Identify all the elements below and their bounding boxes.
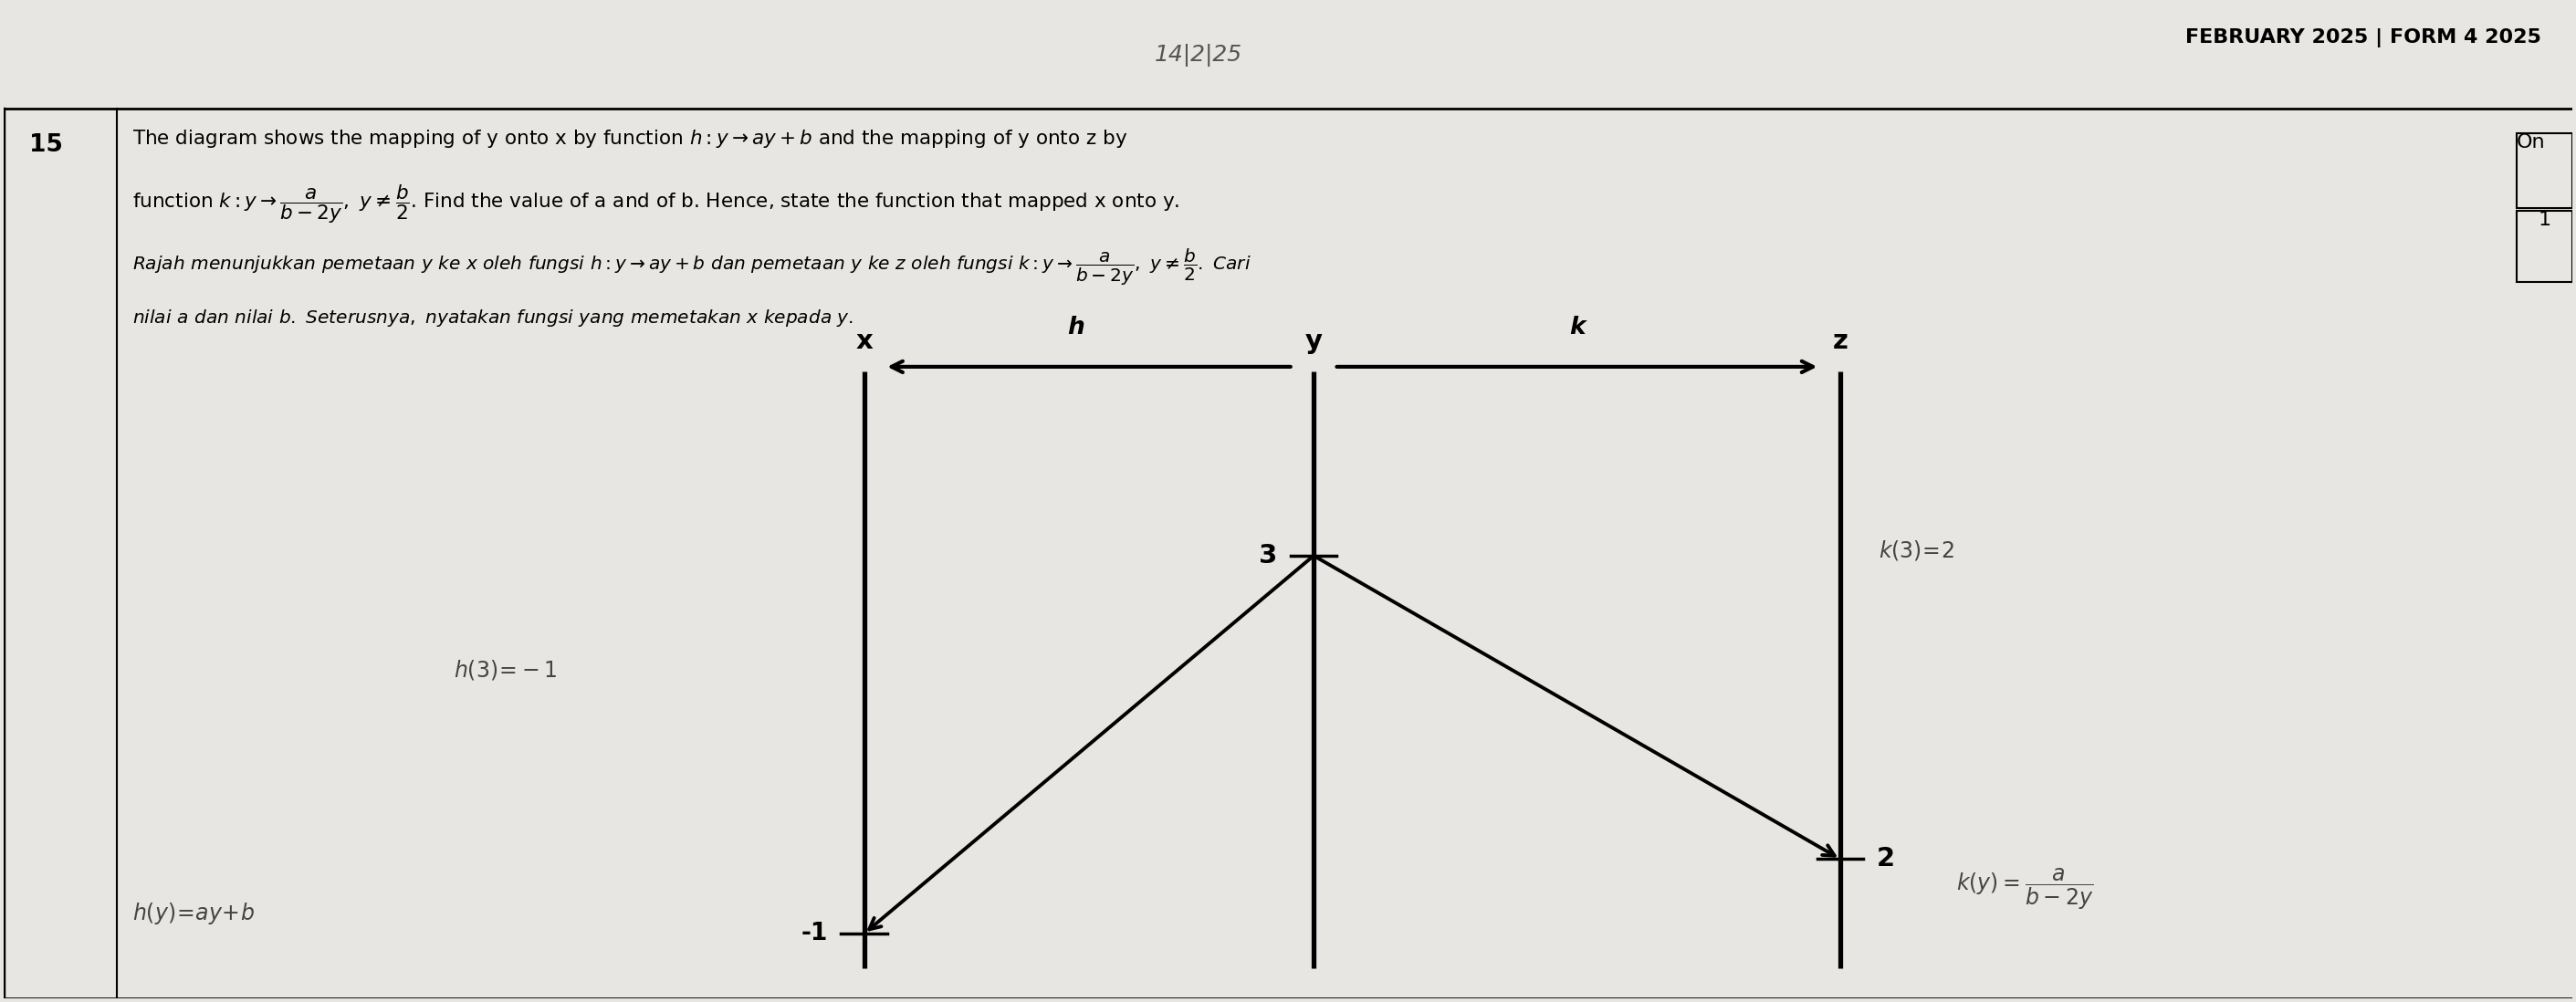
Text: h: h bbox=[1066, 317, 1084, 340]
Text: z: z bbox=[1832, 329, 1847, 354]
Bar bbox=[2517, 210, 2573, 283]
Text: -1: -1 bbox=[801, 922, 829, 946]
Text: 3: 3 bbox=[1260, 543, 1278, 568]
Text: FEBRUARY 2025 | FORM 4 2025: FEBRUARY 2025 | FORM 4 2025 bbox=[2184, 29, 2543, 48]
Text: 15: 15 bbox=[28, 133, 64, 156]
Text: x: x bbox=[855, 329, 873, 354]
Text: $h(3)\!=\!-1$: $h(3)\!=\!-1$ bbox=[453, 658, 556, 682]
Text: function $k: y \rightarrow \dfrac{a}{b-2y}$$,\ y \neq \dfrac{b}{2}$. Find the va: function $k: y \rightarrow \dfrac{a}{b-2… bbox=[131, 182, 1180, 225]
Text: 2: 2 bbox=[1875, 847, 1893, 872]
Text: $k(y) = \dfrac{a}{b-2y}$: $k(y) = \dfrac{a}{b-2y}$ bbox=[1955, 867, 2094, 912]
Text: k: k bbox=[1569, 317, 1584, 340]
Bar bbox=[2517, 133, 2573, 207]
Text: y: y bbox=[1306, 329, 1321, 354]
Text: $k(3)\!=\!2$: $k(3)\!=\!2$ bbox=[1878, 539, 1955, 562]
Text: 1: 1 bbox=[2537, 210, 2550, 228]
Text: On: On bbox=[2517, 133, 2545, 151]
Text: The diagram shows the mapping of y onto x by function $h: y \rightarrow ay + b$ : The diagram shows the mapping of y onto … bbox=[131, 128, 1128, 150]
Text: $\it{Rajah\ menunjukkan\ pemetaan\ y\ ke\ x\ oleh\ fungsi\ }$$h: y \rightarrow a: $\it{Rajah\ menunjukkan\ pemetaan\ y\ ke… bbox=[131, 247, 1252, 288]
Text: 14|2|25: 14|2|25 bbox=[1154, 43, 1242, 66]
Text: $h(y)\!=\!ay\!+\!b$: $h(y)\!=\!ay\!+\!b$ bbox=[131, 901, 255, 927]
Text: $\it{nilai\ a\ dan\ nilai\ b.\ Seterusnya,\ nyatakan\ fungsi\ yang\ memetakan\ x: $\it{nilai\ a\ dan\ nilai\ b.\ Seterusny… bbox=[131, 307, 853, 328]
